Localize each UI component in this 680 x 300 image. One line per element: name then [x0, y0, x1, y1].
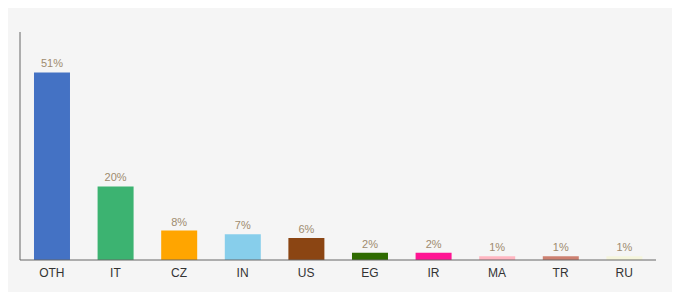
svg-text:20%: 20%	[105, 171, 127, 183]
svg-text:CZ: CZ	[171, 266, 187, 280]
svg-text:RU: RU	[616, 266, 633, 280]
svg-text:IN: IN	[237, 266, 249, 280]
svg-text:1%: 1%	[489, 241, 505, 253]
svg-text:IR: IR	[427, 266, 439, 280]
svg-text:IT: IT	[110, 266, 121, 280]
svg-text:2%: 2%	[362, 238, 378, 250]
svg-text:1%: 1%	[553, 241, 569, 253]
svg-text:TR: TR	[553, 266, 569, 280]
svg-text:US: US	[298, 266, 315, 280]
svg-text:6%: 6%	[298, 223, 314, 235]
svg-text:51%: 51%	[41, 57, 63, 69]
svg-text:7%: 7%	[235, 219, 251, 231]
svg-text:1%: 1%	[616, 241, 632, 253]
svg-text:EG: EG	[361, 266, 378, 280]
svg-text:8%: 8%	[171, 216, 187, 228]
svg-text:MA: MA	[488, 266, 506, 280]
svg-text:OTH: OTH	[39, 266, 64, 280]
svg-text:2%: 2%	[426, 238, 442, 250]
